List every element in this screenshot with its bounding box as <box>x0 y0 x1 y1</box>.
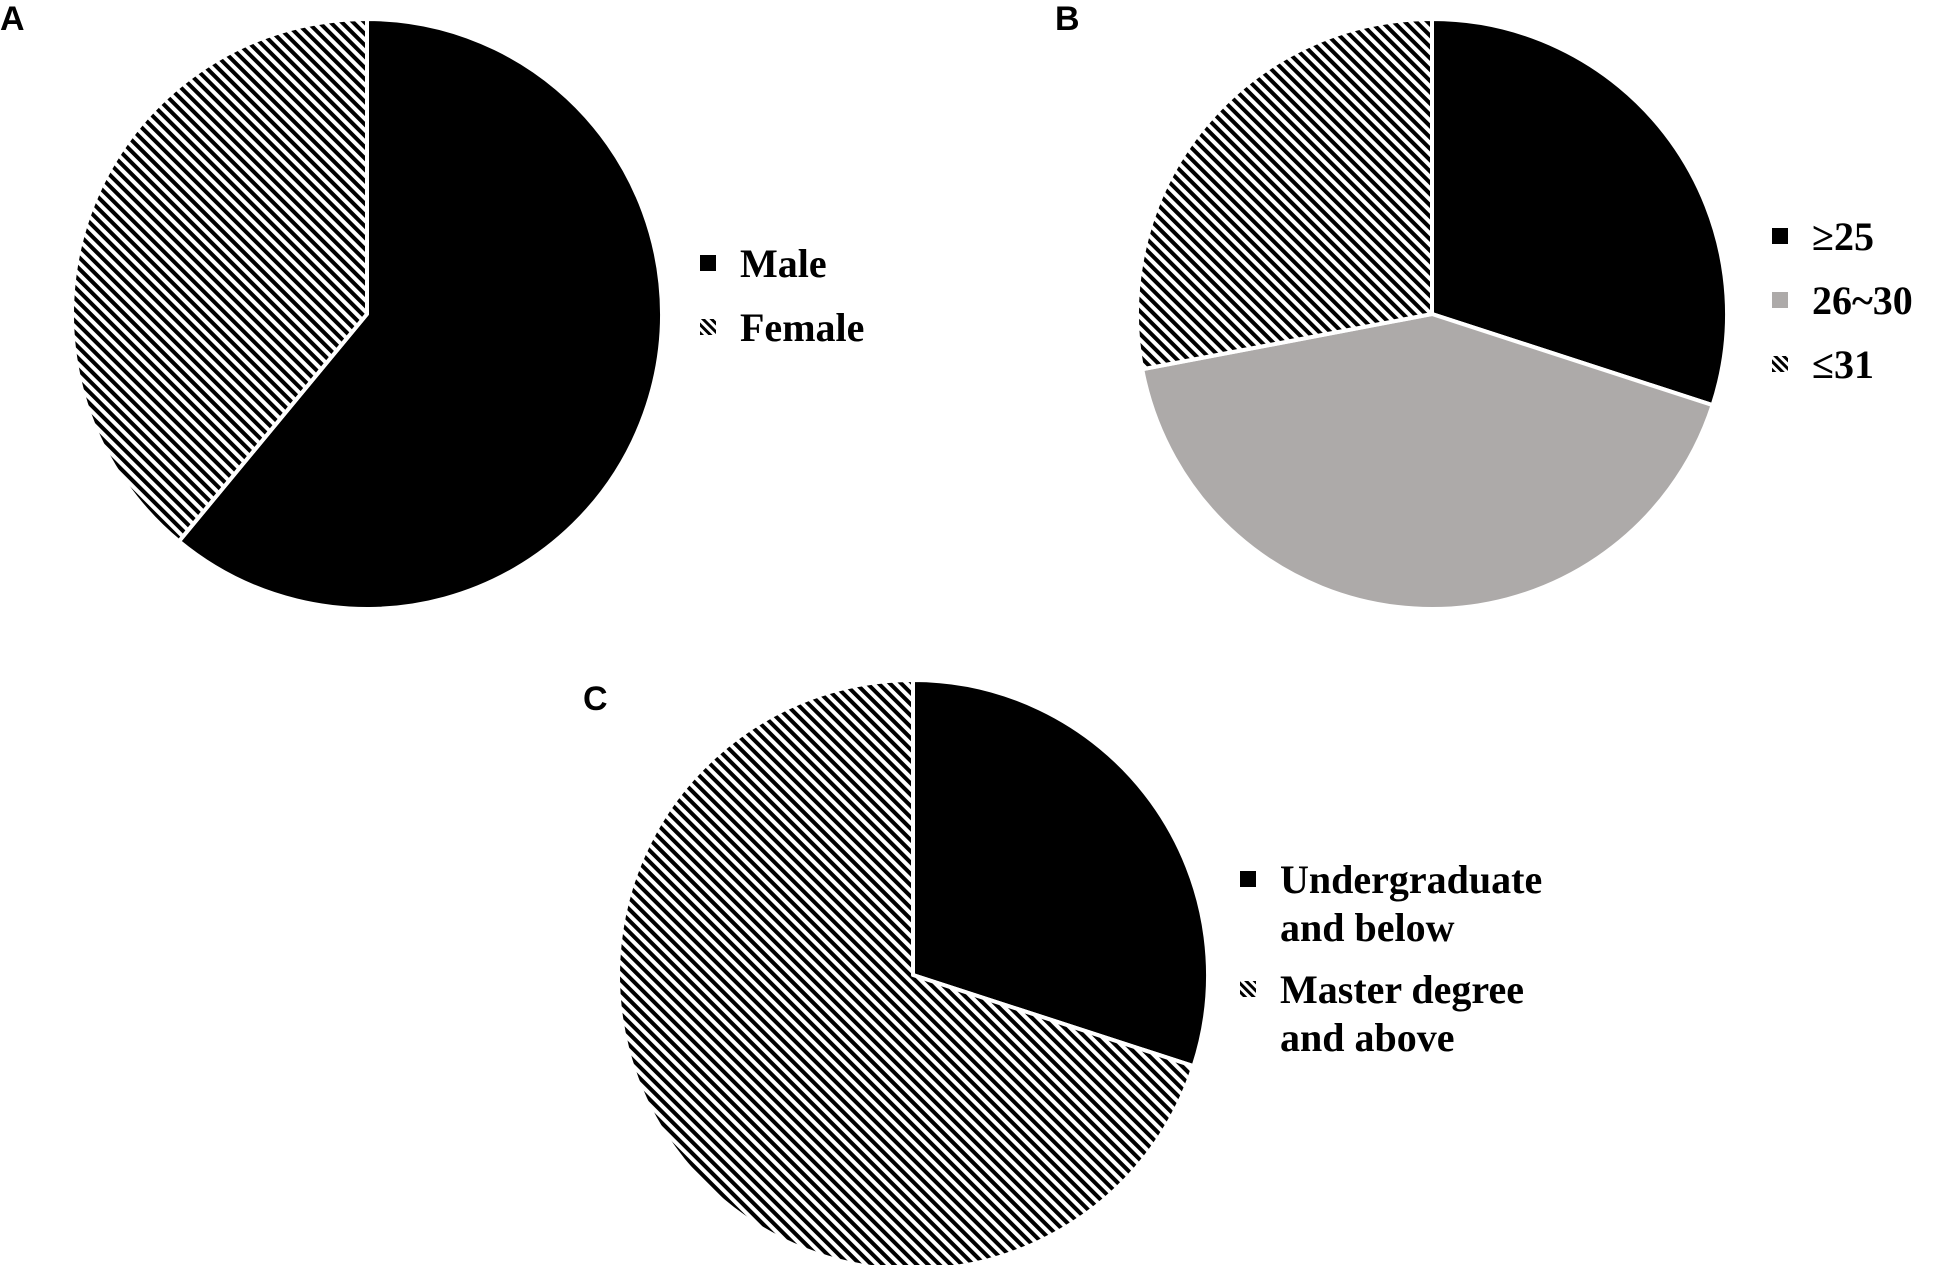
legend-c-swatch-undergraduate-and-below <box>1240 871 1256 887</box>
panel-a-gender-chart: A Male Female <box>0 0 864 611</box>
legend-c-swatch-master-degree-and-above <box>1240 981 1256 997</box>
legend-c-label-master-degree: Master degree <box>1280 967 1524 1012</box>
pie-b-slice-25 <box>1430 17 1729 408</box>
pie-c-slice-undergraduate-and-below <box>911 678 1210 1069</box>
legend-b-swatch-25 <box>1772 228 1788 244</box>
legend-a-swatch-male <box>700 255 716 271</box>
pie-a-slice-male <box>176 17 664 611</box>
legend-a-swatch-female <box>700 319 716 335</box>
panel-label-b: B <box>1055 0 1080 38</box>
legend-b-label-31: ≤31 <box>1812 342 1874 387</box>
pie-c-slice-master-degree-and-above <box>616 678 1196 1265</box>
panel-label-c: C <box>583 680 608 718</box>
panel-label-a: A <box>0 0 25 38</box>
pie-c-slices <box>616 678 1210 1265</box>
pie-b-slices <box>1135 17 1729 611</box>
legend-c-label-and-above: and above <box>1280 1015 1455 1060</box>
legend-c-label-undergraduate: Undergraduate <box>1280 857 1542 902</box>
legend-b: ≥25 26~30 ≤31 <box>1772 214 1913 387</box>
legend-b-swatch-26-30 <box>1772 292 1788 308</box>
panel-b-age-chart: B ≥25 26~30 ≤31 <box>1055 0 1913 611</box>
pie-a-slices <box>70 17 664 611</box>
legend-b-label-25: ≥25 <box>1812 214 1874 259</box>
legend-c-label-and-below: and below <box>1280 905 1455 950</box>
pie-a-slice-female <box>70 17 369 544</box>
legend-a: Male Female <box>700 241 864 350</box>
pie-b-slice-26-30 <box>1140 312 1715 611</box>
legend-b-label-26-30: 26~30 <box>1812 278 1913 323</box>
legend-a-label-male: Male <box>740 241 827 286</box>
legend-a-label-female: Female <box>740 305 864 350</box>
legend-b-swatch-31 <box>1772 356 1788 372</box>
pie-b-slice-31 <box>1135 17 1434 372</box>
